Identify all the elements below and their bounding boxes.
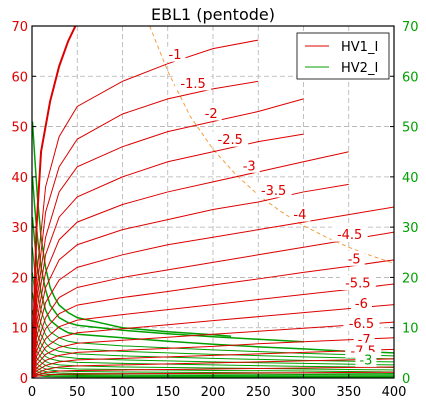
curve-label: -2.5 [218,133,243,148]
curve-label: -1 [169,48,182,63]
curve-label: -1.5 [180,77,205,92]
plate-curve [32,39,259,378]
curve-label: -3.5 [261,184,286,199]
curve-label-bg [343,315,380,331]
x-tick-label: 200 [201,385,226,400]
plate-curve [32,348,394,378]
legend: HV1_I HV2_I [296,32,390,80]
curve-label: -3 [243,159,256,174]
curve-label-bg [164,46,186,62]
plate-curve [32,283,394,378]
curves [32,26,394,378]
x-tick-label: 350 [336,385,361,400]
x-tick-label: 0 [28,385,36,400]
screen-curve [32,374,394,378]
curve-label: -2 [205,107,218,122]
plate-curve [32,133,304,378]
x-tick-label: 250 [246,385,271,400]
curve-label: -5 [348,252,361,267]
curve-label: -3 [359,353,372,368]
legend-box [296,32,390,80]
y-right-tick-label: 50 [402,121,419,136]
x-tick-label: 100 [110,385,135,400]
plate-curve [32,358,394,378]
plate-curve [32,366,394,378]
curve-label-bg [350,295,372,311]
y-left-tick-label: 60 [11,70,28,85]
curve-label: -6.5 [349,317,374,332]
legend-label: HV2_I [341,61,378,76]
plate-curve [32,231,394,378]
y-right-tick-label: 40 [402,171,419,186]
curve-labels: -1-1.5-2-2.5-3-3.5-4-4.5-5-5.5-6-6.5-7-7… [164,46,382,368]
curve-label-bg [175,75,212,91]
x-tick-label: 300 [291,385,316,400]
legend-label: HV1_I [341,40,378,55]
screen-curve [32,176,304,343]
y-left-tick-label: 0 [20,372,28,387]
curve-label-bg [200,105,222,121]
x-tick-label: 150 [155,385,180,400]
curve-label-bg [255,182,292,198]
plate-curve [32,151,349,378]
curve-label: -6 [355,297,368,312]
pdiss-curve [149,26,394,264]
plate-curve [32,206,394,378]
plate-curve [32,80,259,378]
screen-curve [32,121,232,338]
curve-label-bg [238,157,260,173]
curve-label-bg [331,226,368,242]
y-left-tick-label: 70 [11,20,28,35]
y-left-tick-label: 10 [11,322,28,337]
y-right-tick-label: 70 [402,20,419,35]
chart-title: EBL1 (pentode) [151,5,275,24]
curve-label: -4.5 [337,228,362,243]
y-left-tick-label: 40 [11,171,28,186]
curve-label-bg [339,274,376,290]
curve-label-bg [212,131,249,147]
plate-curve [32,321,394,378]
plate-curve [32,98,304,378]
x-tick-label: 50 [69,385,86,400]
y-right-tick-label: 30 [402,221,419,236]
plate-curve [32,304,394,378]
curve-label-bg [289,206,311,222]
plate-curve [32,337,394,378]
curve-label-bg [355,351,377,367]
curve-label-bg [343,250,365,266]
plate-curve [32,183,349,378]
curve-label: -5.5 [345,276,370,291]
plate-curve [32,259,394,378]
y-left-tick-label: 50 [11,121,28,136]
y-right-tick-label: 20 [402,271,419,286]
plate-curve [32,26,77,378]
y-right-tick-label: 10 [402,322,419,337]
curve-label-bg [353,331,375,347]
curve-label: -4 [293,208,306,223]
screen-curve [32,272,394,360]
x-tick-label: 400 [382,385,407,400]
y-left-tick-label: 30 [11,221,28,236]
plate-curve [32,371,394,378]
y-right-tick-label: 60 [402,70,419,85]
y-right-tick-label: 0 [402,372,410,387]
y-left-tick-label: 20 [11,271,28,286]
